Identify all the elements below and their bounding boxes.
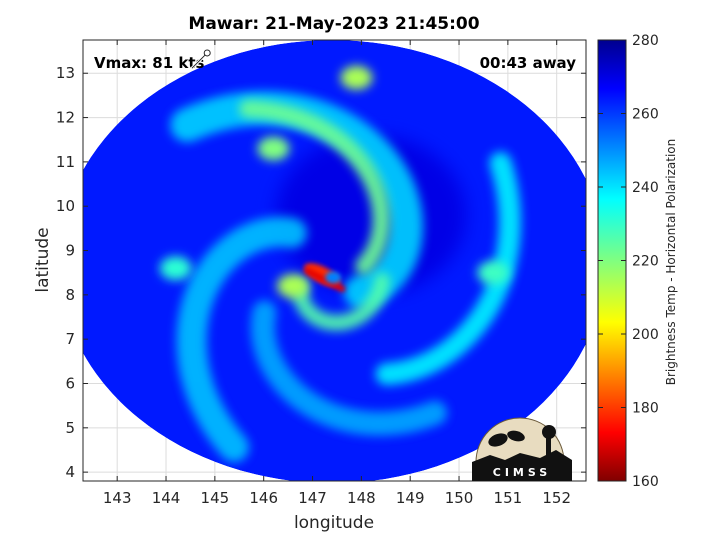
east-rainband bbox=[375, 152, 521, 386]
west-rainband bbox=[176, 216, 307, 463]
plot-frame bbox=[82, 39, 587, 482]
y-tick-label: 11 bbox=[56, 153, 75, 171]
colorbar-tick-label: 160 bbox=[632, 474, 659, 490]
logo-text: CIMSS bbox=[493, 466, 551, 479]
vmax-annotation: Vmax: 81 kts bbox=[94, 54, 204, 72]
east-rainband bbox=[477, 260, 510, 285]
cimss-logo: CIMSS bbox=[472, 417, 572, 481]
storm-eye bbox=[325, 271, 342, 284]
colorbar: 160 180 200 220 240 260 280 Brightness Temp - … bbox=[597, 33, 678, 490]
y-tick-label: 4 bbox=[65, 463, 75, 481]
logo-dish-icon bbox=[488, 433, 508, 447]
x-tick-label: 144 bbox=[152, 489, 181, 507]
x-tick-label: 150 bbox=[445, 489, 474, 507]
colorbar-tick-label: 180 bbox=[632, 401, 659, 417]
eyewall-core bbox=[304, 267, 346, 292]
colorbar-tick-label: 260 bbox=[632, 107, 659, 123]
colorbar-tick-label: 280 bbox=[632, 33, 659, 49]
colorbar-tick-label: 220 bbox=[632, 254, 659, 270]
inner-spiral-band bbox=[276, 273, 309, 298]
x-tick-label: 145 bbox=[201, 489, 230, 507]
y-tick-label: 5 bbox=[65, 419, 75, 437]
colorbar-ticks: 160 180 200 220 240 260 280 bbox=[598, 33, 659, 490]
plot-area: 143 144 145 146 147 148 149 150 151 152 4 5 6 7 8 9 10 1… bbox=[56, 39, 587, 507]
x-tick-label: 146 bbox=[249, 489, 278, 507]
y-axis-ticks: 4 5 6 7 8 9 10 11 12 13 bbox=[56, 64, 586, 481]
north-rainband bbox=[239, 99, 391, 275]
x-tick-label: 147 bbox=[298, 489, 327, 507]
y-tick-label: 9 bbox=[65, 242, 75, 260]
y-tick-label: 7 bbox=[65, 330, 75, 348]
colorbar-tick-label: 200 bbox=[632, 327, 659, 343]
logo-tank-icon bbox=[542, 425, 556, 439]
west-rainband bbox=[159, 256, 192, 281]
x-tick-label: 149 bbox=[396, 489, 425, 507]
south-rainband bbox=[250, 300, 448, 436]
logo-tower-icon bbox=[546, 438, 551, 458]
logo-band bbox=[472, 462, 572, 481]
x-tick-label: 151 bbox=[494, 489, 523, 507]
storm-marker-icon bbox=[190, 49, 211, 70]
x-tick-label: 152 bbox=[542, 489, 571, 507]
x-axis-ticks: 143 144 145 146 147 148 149 150 151 152 bbox=[103, 40, 571, 507]
chart-title: Mawar: 21-May-2023 21:45:00 bbox=[188, 14, 479, 34]
north-rainband-tip bbox=[340, 65, 373, 90]
y-tick-label: 12 bbox=[56, 109, 75, 127]
x-tick-label: 148 bbox=[347, 489, 376, 507]
y-tick-label: 8 bbox=[65, 286, 75, 304]
y-tick-label: 10 bbox=[56, 197, 75, 215]
swath-content bbox=[83, 40, 586, 481]
inner-spiral-band bbox=[292, 272, 391, 331]
colorbar-label: Brightness Temp - Horizontal Polarizatio… bbox=[664, 139, 678, 386]
x-axis-label: longitude bbox=[294, 513, 374, 533]
time-offset-annotation: 00:43 away bbox=[480, 54, 577, 72]
y-tick-label: 6 bbox=[65, 374, 75, 392]
y-axis-label: latitude bbox=[33, 227, 53, 292]
y-tick-label: 13 bbox=[56, 64, 75, 82]
brightness-temperature-swath bbox=[83, 40, 586, 481]
logo-dish-icon-2 bbox=[507, 430, 525, 442]
colorbar-tick-label: 240 bbox=[632, 180, 659, 196]
north-rainband bbox=[257, 136, 290, 161]
x-tick-label: 143 bbox=[103, 489, 132, 507]
